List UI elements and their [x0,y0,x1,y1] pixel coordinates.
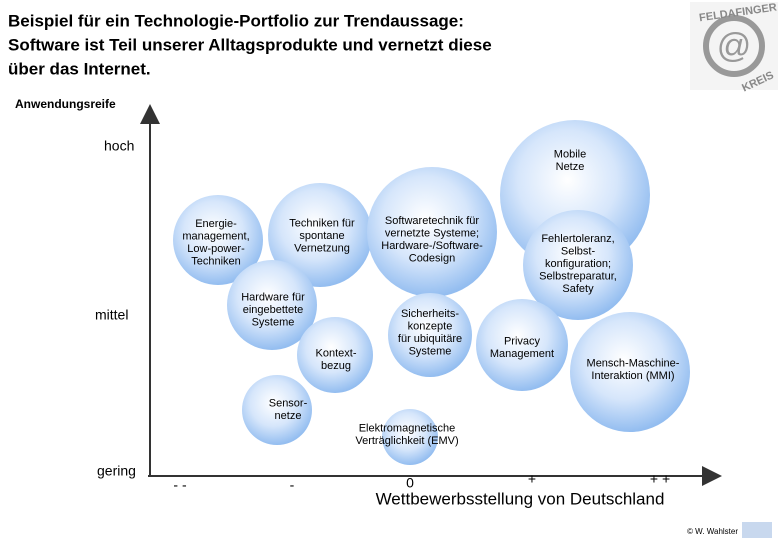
bubble-label: Mensch-Maschine- [587,358,680,370]
bubble-label: Netze [556,161,585,173]
bubble-label: Selbstreparatur, [539,270,617,282]
logo-ring [703,15,765,77]
bubble-label: Softwaretechnik für [385,215,479,227]
x-level: + [528,471,536,487]
y-axis-label: Anwendungsreife [15,97,116,111]
logo-symbol: @ [717,27,752,65]
bubble [523,210,633,320]
x-level: + + [650,471,670,487]
bubble [388,293,472,377]
bubble-label: Codesign [409,253,455,265]
bubble-label: Verträglichkeit (EMV) [355,435,458,447]
bubble-label: konfiguration; [545,258,611,270]
bubble [242,375,312,445]
x-axis-label: Wettbewerbsstellung von Deutschland [376,489,665,508]
x-level: - - [173,477,187,493]
bubble-label: Energie- [195,218,237,230]
bubble-label: Sicherheits- [401,308,459,320]
bubble-label: konzepte [408,321,453,333]
x-level: - [290,477,295,493]
bubble [570,312,690,432]
bubble-label: Techniken für [289,217,355,229]
y-level: hoch [104,138,134,154]
x-level: 0 [406,475,414,491]
y-level: gering [97,463,136,479]
title-line: Beispiel für ein Technologie-Portfolio z… [8,11,464,30]
title: Beispiel für ein Technologie-Portfolio z… [8,11,492,78]
bubble [227,260,317,350]
bubble [367,167,497,297]
bubble-label: Systeme [252,316,295,328]
bubble-label: Systeme [409,346,452,358]
bubble-label: Hardware-/Software- [381,240,483,252]
bubble-label: Vernetzung [294,242,350,254]
bubble [268,183,372,287]
bubble-label: netze [275,410,302,422]
bubble [297,317,373,393]
bubble-label: für ubiquitäre [398,333,462,345]
bubble-label: bezug [321,360,351,372]
bubble [173,195,263,285]
y-level: mittel [95,307,128,323]
bubble-label: management, [182,231,249,243]
bubble-label: spontane [299,230,344,242]
bubble-label: Privacy [504,336,541,348]
bubble-label: Selbst- [561,245,596,257]
bubble-label: Techniken [191,256,241,268]
bubble-label: Elektromagnetische [359,423,456,435]
copyright: © W. Wahlster [687,527,738,536]
title-line: Software ist Teil unserer Alltagsprodukt… [8,35,492,54]
title-line: über das Internet. [8,59,151,78]
footer-logo [742,522,772,538]
bubble-label: Hardware für [241,291,305,303]
bubble [476,299,568,391]
logo: @ FELDAFINGER KREIS [690,2,778,94]
bubble-label: Low-power- [187,243,245,255]
bubble-label: Mobile [554,149,586,161]
bubble-label: Interaktion (MMI) [591,370,674,382]
bubble-label: Safety [562,283,594,295]
bubble-label: eingebettete [243,304,304,316]
bubble-label: Fehlertoleranz, [541,233,614,245]
bubble-label: vernetzte Systeme; [385,228,479,240]
bubble-label: Management [490,348,554,360]
bubble [382,409,438,465]
bubble-label: Sensor- [269,398,308,410]
bubble-label: Kontext- [316,348,357,360]
